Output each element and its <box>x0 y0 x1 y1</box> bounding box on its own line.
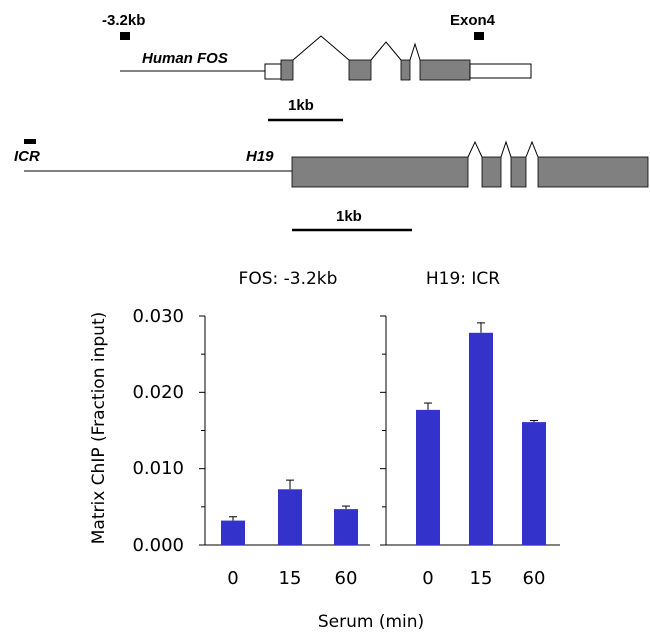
bar-chart: Matrix ChIP (Fraction input) Serum (min)… <box>89 269 560 632</box>
y-tick-label: 0.000 <box>132 535 184 556</box>
fos-exon-1 <box>280 59 294 81</box>
fos-scale-label: 1kb <box>288 97 314 114</box>
x-tick-label: 15 <box>279 568 302 589</box>
panel-title: FOS: -3.2kb <box>239 269 338 289</box>
fos-utr-5 <box>264 63 282 80</box>
x-tick-label: 15 <box>470 568 493 589</box>
fos-exon4-label: Exon4 <box>450 12 496 29</box>
fos-minus-3.2kb-label: -3.2kb <box>102 12 145 29</box>
panel-title: H19: ICR <box>426 269 500 289</box>
y-axis-title: Matrix ChIP (Fraction input) <box>89 312 109 545</box>
fos-exon-3 <box>400 59 411 81</box>
h19-intron-1 <box>467 140 483 158</box>
fos-exon-4 <box>419 59 471 81</box>
bar <box>469 332 493 545</box>
fos-utr-3 <box>469 63 532 79</box>
h19-exon-2 <box>481 156 502 188</box>
fos-exon-2 <box>348 59 372 81</box>
panel-fos: FOS: -3.2kb 0 15 60 <box>199 269 370 589</box>
x-tick-label: 60 <box>523 568 546 589</box>
fos-intron-3 <box>409 42 421 61</box>
h19-exon-1 <box>291 156 469 188</box>
bar <box>334 509 358 545</box>
bar <box>221 520 245 545</box>
h19-gene-label: H19 <box>246 148 274 165</box>
fos-exon4-marker <box>474 32 484 40</box>
h19-gene-diagram: ICR H19 1kb <box>14 139 649 232</box>
bar <box>522 422 546 545</box>
h19-intron-2 <box>500 140 512 158</box>
x-tick-label: 0 <box>227 568 238 589</box>
fos-intron-1 <box>292 35 350 61</box>
fos-intron-2 <box>370 41 402 61</box>
bar <box>278 489 302 545</box>
bar <box>416 409 440 545</box>
h19-exon-3 <box>510 156 527 188</box>
h19-icr-marker <box>24 139 36 144</box>
fos-gene-label: Human FOS <box>142 50 228 67</box>
h19-scale-label: 1kb <box>336 208 362 225</box>
y-tick-label: 0.010 <box>132 458 184 479</box>
fos-gene-diagram: -3.2kb Exon4 Human FOS 1kb <box>102 12 532 122</box>
x-tick-label: 0 <box>422 568 433 589</box>
panel-h19: H19: ICR 0 15 60 <box>380 269 560 589</box>
y-tick-label: 0.020 <box>132 382 184 403</box>
fos-minus-3.2kb-marker <box>120 32 130 40</box>
y-tick-label: 0.030 <box>132 306 184 327</box>
h19-intron-3 <box>525 140 539 158</box>
x-tick-label: 60 <box>335 568 358 589</box>
h19-exon-4 <box>537 156 649 188</box>
y-tick-labels: 0.000 0.010 0.020 0.030 <box>132 306 184 556</box>
x-axis-title: Serum (min) <box>318 612 424 632</box>
h19-icr-label: ICR <box>14 148 40 165</box>
